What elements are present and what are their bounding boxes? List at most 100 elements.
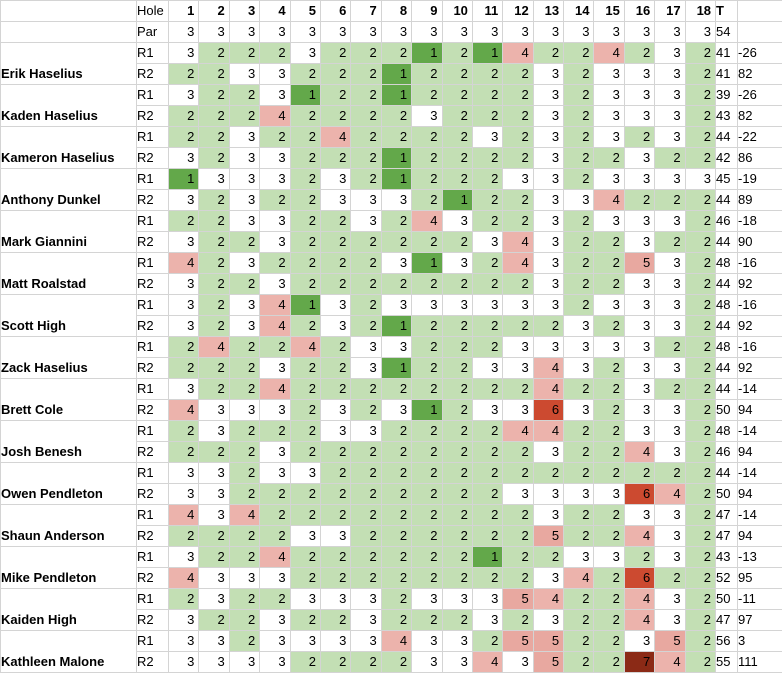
hole-score-cell[interactable]: 2	[442, 505, 472, 526]
hole-score-cell[interactable]: 2	[229, 610, 259, 631]
hole-score-cell[interactable]: 4	[260, 379, 290, 400]
hole-score-cell[interactable]: 2	[412, 316, 442, 337]
hole-score-cell[interactable]: 3	[320, 169, 350, 190]
round-total[interactable]: 52	[716, 568, 738, 589]
hole-score-cell[interactable]: 3	[503, 337, 533, 358]
hole-score-cell[interactable]: 2	[290, 211, 320, 232]
round-label[interactable]: R1	[137, 505, 169, 526]
hole-score-cell[interactable]: 2	[260, 337, 290, 358]
hole-score-cell[interactable]: 2	[320, 442, 350, 463]
par-value-2[interactable]: 3	[199, 22, 229, 43]
round-label[interactable]: R1	[137, 295, 169, 316]
par-value-14[interactable]: 3	[564, 22, 594, 43]
hole-score-cell[interactable]: 3	[351, 337, 381, 358]
diff-header-cell[interactable]	[738, 1, 782, 22]
hole-number-15[interactable]: 15	[594, 1, 624, 22]
hole-score-cell[interactable]: 3	[655, 442, 685, 463]
round-label[interactable]: R1	[137, 169, 169, 190]
hole-score-cell[interactable]: 2	[685, 652, 715, 673]
round-label[interactable]: R1	[137, 337, 169, 358]
hole-score-cell[interactable]: 3	[320, 421, 350, 442]
hole-score-cell[interactable]: 3	[655, 526, 685, 547]
hole-score-cell[interactable]: 2	[381, 463, 411, 484]
combined-total[interactable]: 86	[738, 148, 782, 169]
hole-score-cell[interactable]: 2	[381, 106, 411, 127]
hole-score-cell[interactable]: 2	[503, 64, 533, 85]
hole-score-cell[interactable]: 3	[229, 64, 259, 85]
hole-score-cell[interactable]: 2	[685, 442, 715, 463]
hole-score-cell[interactable]: 2	[351, 148, 381, 169]
player-name[interactable]: Scott High	[1, 295, 137, 337]
hole-score-cell[interactable]: 2	[594, 610, 624, 631]
hole-score-cell[interactable]: 5	[533, 652, 563, 673]
hole-score-cell[interactable]: 2	[290, 379, 320, 400]
hole-score-cell[interactable]: 4	[260, 316, 290, 337]
score-to-par[interactable]: -11	[738, 589, 782, 610]
hole-score-cell[interactable]: 3	[533, 211, 563, 232]
hole-score-cell[interactable]: 3	[624, 85, 654, 106]
hole-score-cell[interactable]: 2	[412, 64, 442, 85]
hole-score-cell[interactable]: 3	[503, 358, 533, 379]
round-label[interactable]: R1	[137, 127, 169, 148]
hole-score-cell[interactable]: 1	[381, 169, 411, 190]
hole-score-cell[interactable]: 4	[503, 43, 533, 64]
round-total[interactable]: 56	[716, 631, 738, 652]
hole-score-cell[interactable]: 3	[199, 631, 229, 652]
player-name[interactable]: Kathleen Malone	[1, 631, 137, 673]
round-total[interactable]: 41	[716, 64, 738, 85]
hole-score-cell[interactable]: 3	[655, 169, 685, 190]
hole-score-cell[interactable]: 2	[564, 127, 594, 148]
round-label[interactable]: R2	[137, 400, 169, 421]
hole-score-cell[interactable]: 4	[290, 337, 320, 358]
hole-score-cell[interactable]: 2	[169, 127, 199, 148]
round-total[interactable]: 48	[716, 337, 738, 358]
hole-score-cell[interactable]: 1	[169, 169, 199, 190]
hole-score-cell[interactable]: 1	[381, 85, 411, 106]
hole-score-cell[interactable]: 4	[655, 652, 685, 673]
round-total[interactable]: 44	[716, 316, 738, 337]
hole-score-cell[interactable]: 2	[655, 568, 685, 589]
hole-score-cell[interactable]: 2	[199, 316, 229, 337]
hole-score-cell[interactable]: 2	[290, 652, 320, 673]
hole-score-cell[interactable]: 2	[412, 169, 442, 190]
hole-score-cell[interactable]: 3	[472, 358, 502, 379]
hole-score-cell[interactable]: 3	[229, 148, 259, 169]
hole-score-cell[interactable]: 2	[412, 190, 442, 211]
hole-score-cell[interactable]: 3	[624, 379, 654, 400]
player-name[interactable]: Kaden Haselius	[1, 85, 137, 127]
hole-score-cell[interactable]: 3	[624, 295, 654, 316]
hole-score-cell[interactable]: 2	[290, 400, 320, 421]
round-total[interactable]: 48	[716, 295, 738, 316]
hole-score-cell[interactable]: 3	[169, 232, 199, 253]
hole-score-cell[interactable]: 2	[503, 274, 533, 295]
hole-score-cell[interactable]: 2	[320, 43, 350, 64]
hole-score-cell[interactable]: 2	[199, 358, 229, 379]
hole-score-cell[interactable]: 1	[472, 43, 502, 64]
hole-score-cell[interactable]: 3	[260, 148, 290, 169]
hole-score-cell[interactable]: 2	[685, 526, 715, 547]
hole-score-cell[interactable]: 2	[685, 85, 715, 106]
round-label[interactable]: R1	[137, 85, 169, 106]
hole-score-cell[interactable]: 1	[381, 316, 411, 337]
hole-score-cell[interactable]: 3	[594, 169, 624, 190]
round-total[interactable]: 50	[716, 484, 738, 505]
hole-score-cell[interactable]: 2	[442, 316, 472, 337]
hole-score-cell[interactable]: 2	[412, 232, 442, 253]
hole-score-cell[interactable]: 1	[472, 547, 502, 568]
hole-score-cell[interactable]: 3	[624, 274, 654, 295]
round-label[interactable]: R2	[137, 232, 169, 253]
hole-score-cell[interactable]: 2	[199, 274, 229, 295]
hole-score-cell[interactable]: 2	[381, 232, 411, 253]
hole-score-cell[interactable]: 2	[685, 610, 715, 631]
hole-score-cell[interactable]: 2	[351, 505, 381, 526]
hole-score-cell[interactable]: 3	[564, 547, 594, 568]
hole-score-cell[interactable]: 2	[442, 379, 472, 400]
hole-score-cell[interactable]: 3	[564, 358, 594, 379]
combined-total[interactable]: 111	[738, 652, 782, 673]
hole-score-cell[interactable]: 2	[169, 526, 199, 547]
hole-score-cell[interactable]: 2	[503, 211, 533, 232]
hole-score-cell[interactable]: 2	[442, 610, 472, 631]
hole-score-cell[interactable]: 3	[533, 610, 563, 631]
hole-score-cell[interactable]: 2	[290, 106, 320, 127]
hole-score-cell[interactable]: 3	[655, 211, 685, 232]
